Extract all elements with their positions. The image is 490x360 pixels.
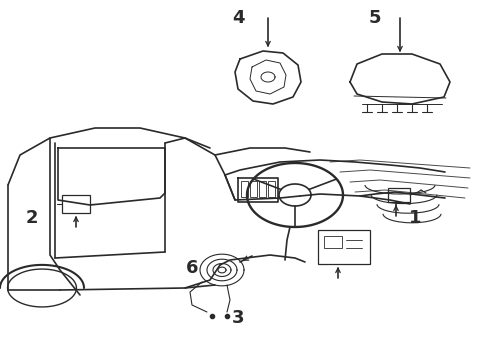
Bar: [318, 230, 370, 264]
Text: 4: 4: [232, 9, 244, 27]
Bar: [259, 181, 266, 197]
Bar: [241, 181, 248, 197]
Bar: [62, 195, 90, 213]
Text: 2: 2: [26, 209, 38, 227]
Bar: [324, 236, 342, 248]
Text: 5: 5: [369, 9, 381, 27]
Bar: [388, 188, 410, 202]
Bar: [250, 181, 257, 197]
Text: 3: 3: [232, 309, 244, 327]
Text: 6: 6: [186, 259, 198, 277]
Bar: [268, 181, 275, 197]
Text: 1: 1: [409, 209, 421, 227]
